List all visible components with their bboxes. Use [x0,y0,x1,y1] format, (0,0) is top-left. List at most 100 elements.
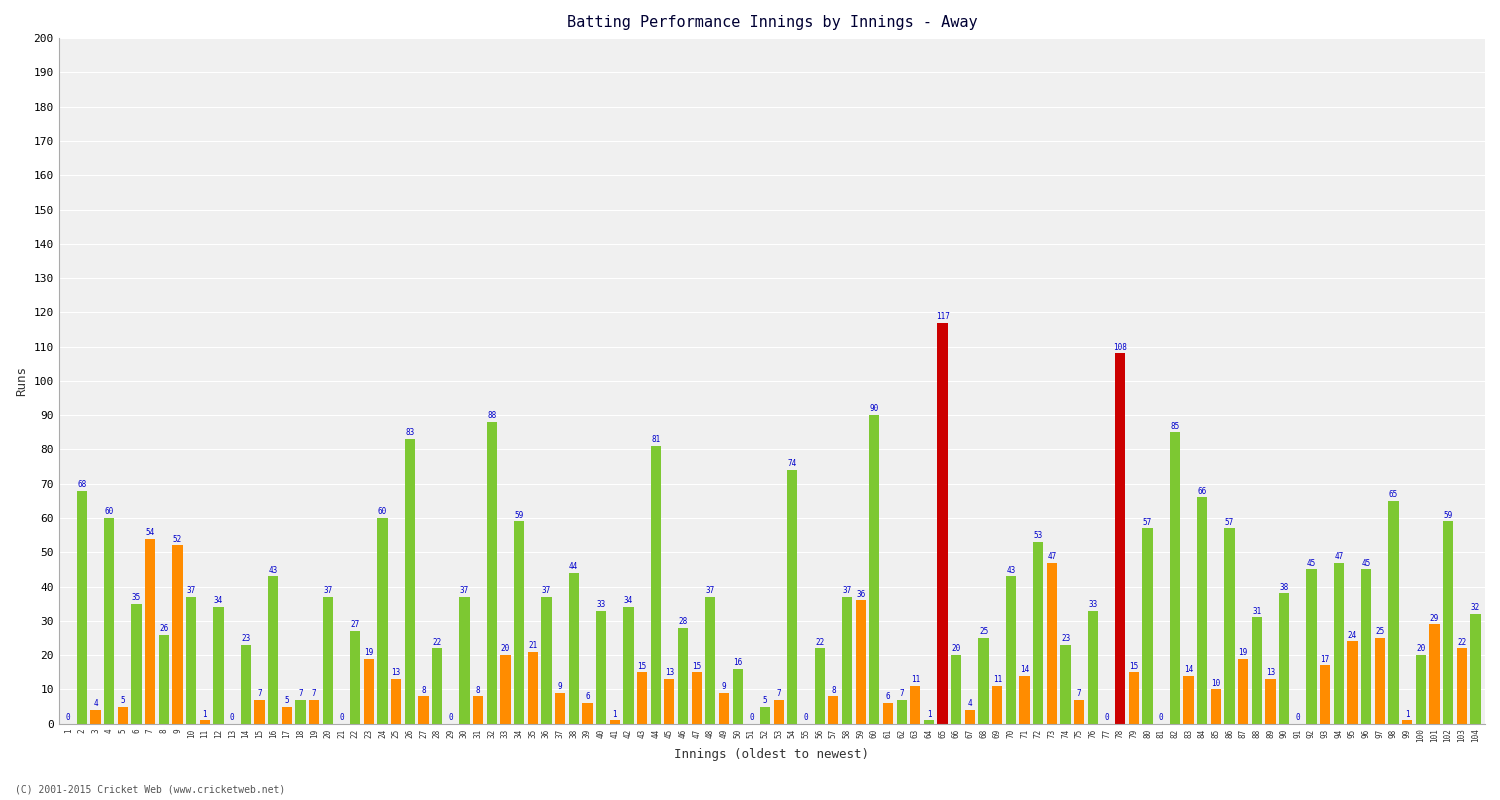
Bar [1360,570,1371,724]
Text: 15: 15 [1130,662,1138,670]
Bar [555,693,566,724]
Bar [1456,648,1467,724]
Text: 57: 57 [1143,518,1152,526]
Bar [1114,354,1125,724]
Bar [405,439,416,724]
Text: 29: 29 [1430,614,1438,622]
Bar [282,706,292,724]
Bar [486,422,496,724]
X-axis label: Innings (oldest to newest): Innings (oldest to newest) [675,748,870,761]
Text: 53: 53 [1034,531,1042,540]
Bar [568,573,579,724]
Text: 90: 90 [870,405,879,414]
Text: 13: 13 [664,669,674,678]
Text: 22: 22 [432,638,441,646]
Text: 81: 81 [651,435,660,444]
Text: 8: 8 [476,686,480,694]
Text: 47: 47 [1334,552,1344,561]
Text: 5: 5 [762,696,768,705]
Bar [459,597,470,724]
Text: 43: 43 [268,566,278,574]
Text: 32: 32 [1472,603,1480,612]
Bar [624,607,633,724]
Text: 17: 17 [1320,654,1330,664]
Text: 59: 59 [1443,510,1452,520]
Text: 31: 31 [1252,606,1262,616]
Bar [90,710,101,724]
Text: 68: 68 [78,480,87,489]
Text: 33: 33 [597,600,606,609]
Text: 45: 45 [1362,558,1371,568]
Bar [651,446,662,724]
Bar [1197,498,1208,724]
Text: 34: 34 [214,597,223,606]
Bar [855,600,865,724]
Bar [910,686,921,724]
Bar [1224,528,1234,724]
Text: 20: 20 [1416,645,1425,654]
Bar [638,672,646,724]
Bar [514,522,523,724]
Text: 8: 8 [831,686,836,694]
Text: 24: 24 [1348,630,1358,640]
Bar [432,648,442,724]
Bar [1416,655,1426,724]
Text: 7: 7 [1077,689,1082,698]
Bar [186,597,196,724]
Bar [815,648,825,724]
Text: 65: 65 [1389,490,1398,499]
Bar [132,604,141,724]
Text: 66: 66 [1197,486,1208,496]
Text: 36: 36 [856,590,865,598]
Text: (C) 2001-2015 Cricket Web (www.cricketweb.net): (C) 2001-2015 Cricket Web (www.cricketwe… [15,784,285,794]
Text: 1: 1 [202,710,207,718]
Bar [1047,562,1058,724]
Bar [1210,690,1221,724]
Bar [1280,594,1290,724]
Bar [1034,542,1044,724]
Text: 45: 45 [1306,558,1316,568]
Text: 16: 16 [734,658,742,667]
Bar [992,686,1002,724]
Bar [200,720,210,724]
Text: 44: 44 [568,562,579,571]
Text: 25: 25 [980,627,988,636]
Text: 83: 83 [405,429,414,438]
Bar [884,703,892,724]
Bar [255,700,264,724]
Text: 0: 0 [66,713,70,722]
Bar [842,597,852,724]
Text: 1: 1 [612,710,616,718]
Text: 15: 15 [692,662,702,670]
Bar [938,322,948,724]
Text: 27: 27 [351,621,360,630]
Text: 33: 33 [1089,600,1098,609]
Y-axis label: Runs: Runs [15,366,28,396]
Text: 11: 11 [910,675,920,684]
Bar [1060,645,1071,724]
Text: 38: 38 [1280,582,1288,592]
Bar [788,470,798,724]
Bar [1334,562,1344,724]
Text: 6: 6 [885,693,891,702]
Bar [1470,614,1480,724]
Text: 11: 11 [993,675,1002,684]
Text: 7: 7 [298,689,303,698]
Text: 23: 23 [1060,634,1070,643]
Bar [542,597,552,724]
Text: 117: 117 [936,312,950,321]
Bar [760,706,770,724]
Text: 21: 21 [528,641,537,650]
Bar [528,652,538,724]
Bar [104,518,114,724]
Text: 20: 20 [501,645,510,654]
Text: 0: 0 [1104,713,1108,722]
Bar [501,655,510,724]
Bar [1389,501,1398,724]
Text: 57: 57 [1226,518,1234,526]
Bar [159,634,170,724]
Bar [419,696,429,724]
Bar [1238,658,1248,724]
Bar [964,710,975,724]
Bar [1443,522,1454,724]
